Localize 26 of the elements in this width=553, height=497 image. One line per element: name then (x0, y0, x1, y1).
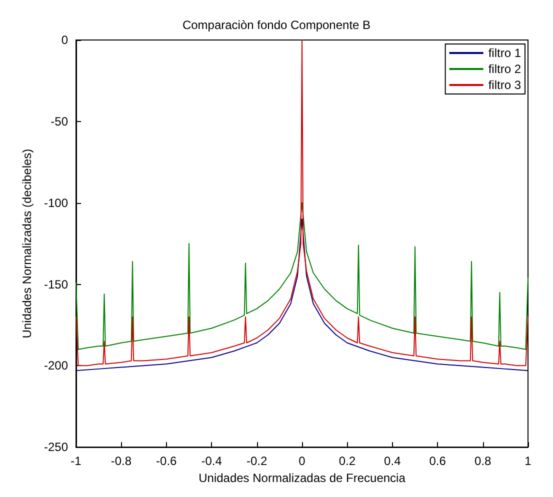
x-tick-label: 0.2 (338, 454, 356, 468)
x-axis-title: Unidades Normalizadas de Frecuencia (198, 471, 406, 485)
line-series (76, 202, 528, 350)
y-tick-label: -250 (44, 440, 68, 454)
y-tick-label: 0 (61, 33, 68, 47)
x-tick-label: 0.4 (384, 454, 402, 468)
chart-title: Comparaciòn fondo Componente B (182, 18, 371, 32)
y-tick-label: -150 (44, 277, 68, 292)
x-tick-label: -1 (70, 454, 82, 468)
x-tick-label: 1 (524, 454, 532, 468)
x-tick-label: 0.8 (474, 454, 492, 468)
x-tick-label: -0.4 (201, 454, 222, 468)
legend-label: filtro 1 (488, 46, 522, 60)
x-tick-label: 0.6 (429, 454, 446, 468)
y-tick-label: -200 (44, 358, 68, 373)
x-tick-label: -0.6 (156, 454, 178, 468)
legend-label: filtro 2 (488, 62, 522, 76)
line-series (76, 218, 528, 372)
line-series (76, 40, 528, 366)
x-tick-label: -0.8 (110, 454, 132, 468)
x-tick-label: -0.2 (246, 454, 268, 468)
y-tick-label: -50 (50, 114, 68, 128)
y-axis-title: Unidades Normalizadas (decibeles) (20, 148, 34, 338)
legend-label: filtro 3 (488, 78, 522, 92)
y-tick-label: -100 (44, 196, 68, 210)
x-tick-label: 0 (298, 454, 306, 468)
